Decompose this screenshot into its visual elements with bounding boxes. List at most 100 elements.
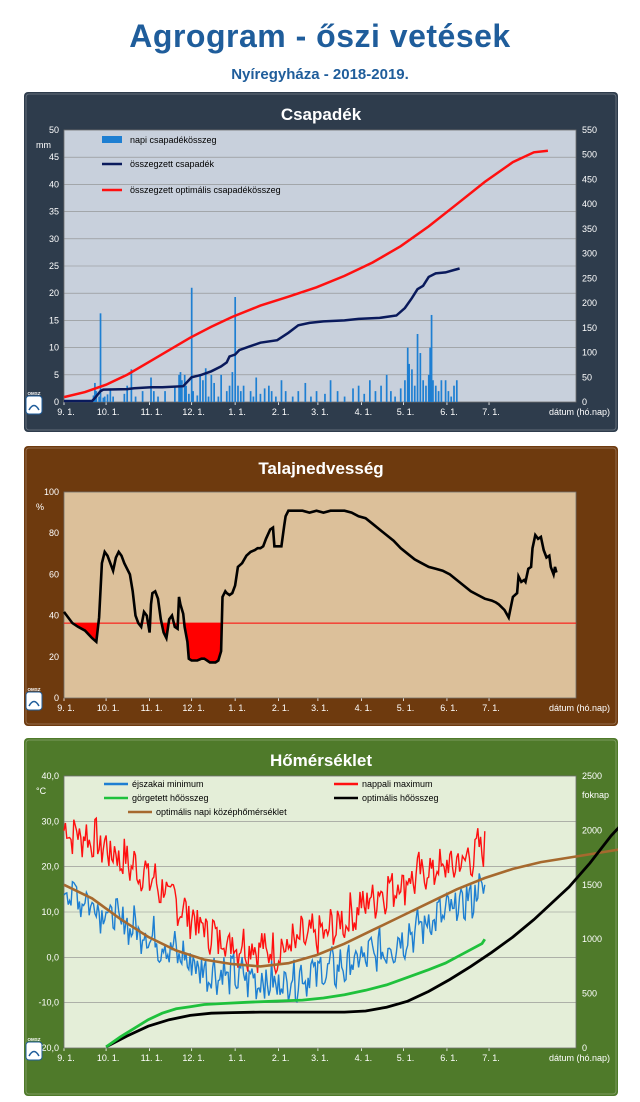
precip-bar: [352, 388, 354, 402]
precip-bar: [280, 380, 283, 402]
y-tick-label: 20: [49, 652, 59, 662]
precip-bar: [102, 397, 105, 402]
precip-bar: [204, 368, 207, 402]
precip-bar: [357, 385, 360, 402]
precip-bar: [106, 394, 109, 402]
precip-bar: [380, 385, 382, 402]
y2-tick-label: 450: [582, 174, 597, 184]
precip-bar: [374, 391, 377, 402]
legend-optimal-heat-sum-label: optimális hőösszeg: [362, 793, 439, 803]
x-tick-label: 12. 1.: [182, 703, 205, 713]
x-axis-label: dátum (hó.nap): [549, 1053, 610, 1063]
precip-bar: [249, 391, 252, 402]
precip-bar: [432, 380, 434, 402]
x-tick-label: 10. 1.: [97, 703, 120, 713]
precip-bar: [178, 374, 180, 402]
precip-bar: [324, 393, 326, 402]
x-tick-label: 6. 1.: [440, 407, 458, 417]
x-tick-label: 6. 1.: [440, 703, 458, 713]
precip-bar: [404, 380, 406, 402]
precip-bar: [263, 388, 266, 402]
y2-tick-label: 400: [582, 199, 597, 209]
precip-bar: [220, 374, 223, 402]
precip-bar: [399, 388, 402, 402]
soil-moisture-line: [62, 509, 558, 664]
y-tick-label: 20,0: [41, 862, 59, 872]
x-tick-label: 4. 1.: [355, 407, 373, 417]
precip-bar: [141, 391, 144, 402]
y-tick-label: 0: [54, 397, 59, 407]
precip-bar: [343, 396, 346, 402]
precip-bar: [242, 385, 245, 402]
precip-bar: [157, 396, 159, 402]
x-tick-label: 4. 1.: [355, 703, 373, 713]
chart-title: Csapadék: [281, 105, 362, 124]
precip-bar: [270, 391, 273, 402]
deficit-area: [184, 623, 222, 663]
y-tick-label: 40,0: [41, 771, 59, 781]
y-tick-label: 60: [49, 569, 59, 579]
x-tick-label: 11. 1.: [141, 407, 163, 417]
x-tick-label: 1. 1.: [228, 407, 246, 417]
y2-tick-label: 550: [582, 125, 597, 135]
precip-bar: [174, 385, 176, 402]
y2-tick-label: 300: [582, 249, 597, 259]
precip-bar: [444, 380, 447, 402]
precip-bar: [123, 393, 126, 402]
precip-bar: [336, 391, 339, 402]
y-tick-label: 30: [49, 234, 59, 244]
legend-label-daily: napi csapadékösszeg: [130, 135, 217, 145]
optimal-heat-sum-line: [105, 826, 618, 1049]
precip-bar: [190, 287, 193, 402]
y-tick-label: 20: [49, 288, 59, 298]
x-tick-label: 10. 1.: [97, 407, 120, 417]
y-axis-label: °C: [36, 786, 47, 796]
plot-area: [64, 492, 576, 698]
logo-text: OMSZ: [28, 687, 41, 692]
y-tick-label: -20,0: [38, 1043, 59, 1053]
precip-bar: [134, 396, 137, 402]
night-min-line: [63, 873, 486, 1003]
precip-bar: [126, 385, 129, 402]
precip-bar: [411, 369, 413, 402]
precip-bar: [181, 380, 183, 402]
y-tick-label: 80: [49, 528, 59, 538]
y2-tick-label: 1000: [582, 934, 602, 944]
precip-bar: [408, 363, 410, 402]
precip-bar: [185, 385, 187, 402]
y-axis-label: %: [36, 502, 44, 512]
x-tick-label: 12. 1.: [182, 407, 205, 417]
plot-frame: [63, 129, 577, 403]
legend-rolling-heat-sum-label: görgetett hőösszeg: [132, 793, 209, 803]
logo-text: OMSZ: [28, 391, 41, 396]
y-tick-label: 50: [49, 125, 59, 135]
precip-bar: [130, 369, 133, 402]
precip-bar: [416, 334, 419, 402]
temperature-chart: Hőmérséklet -20,0 -10,0 0,0 10,0 20,0 30,0 40,0…: [24, 738, 618, 1096]
rolling-heat-sum-line: [105, 938, 486, 1049]
panel-border: [25, 93, 617, 431]
x-tick-label: 5. 1.: [397, 703, 415, 713]
y-tick-label: -10,0: [38, 998, 59, 1008]
optimal-mean-temp-line: [63, 848, 618, 968]
x-tick-label: 3. 1.: [311, 703, 329, 713]
precip-bar: [255, 377, 258, 402]
precip-bar: [419, 353, 422, 402]
y-tick-label: 40: [49, 611, 59, 621]
y-tick-label: 35: [49, 207, 59, 217]
precip-bar: [434, 385, 437, 402]
legend-label-optimal: összegzett optimális csapadékösszeg: [130, 185, 281, 195]
legend-optimal-mean-temp-label: optimális napi középhőmérséklet: [156, 807, 287, 817]
y-tick-label: 30,0: [41, 816, 59, 826]
precip-bar: [284, 391, 287, 402]
y2-tick-label: 0: [582, 1043, 587, 1053]
precip-bar: [239, 391, 242, 402]
y-tick-label: 15: [49, 315, 59, 325]
precipitation-panel: Csapadék 0 5 10 15 20 25 30 35 40 45 50 0 50 100 150 200…: [24, 92, 618, 432]
precip-bar: [109, 388, 112, 402]
precip-bar: [112, 396, 114, 402]
page-title: Agrogram - őszi vetések: [129, 18, 511, 54]
y2-tick-label: 500: [582, 150, 597, 160]
precip-bar: [252, 396, 255, 402]
precip-bar: [315, 391, 318, 402]
